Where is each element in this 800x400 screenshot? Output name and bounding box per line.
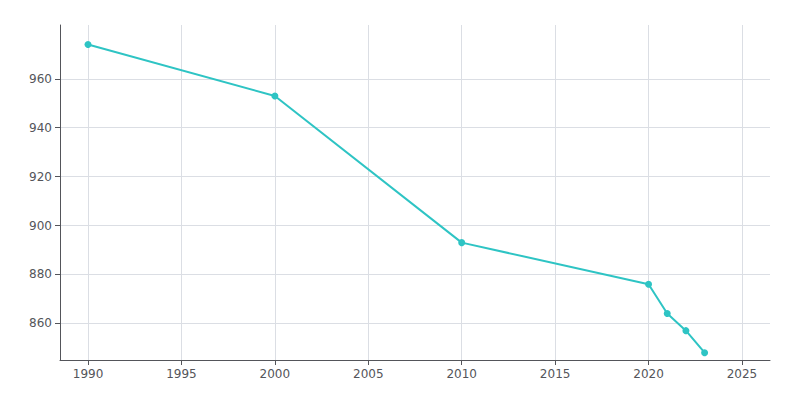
svg-text:860: 860 [29, 316, 52, 330]
svg-text:2025: 2025 [727, 367, 758, 381]
svg-text:960: 960 [29, 72, 52, 86]
svg-text:2020: 2020 [633, 367, 664, 381]
svg-text:940: 940 [29, 121, 52, 135]
svg-text:2000: 2000 [260, 367, 291, 381]
svg-text:920: 920 [29, 170, 52, 184]
svg-text:2015: 2015 [540, 367, 571, 381]
svg-text:1990: 1990 [73, 367, 104, 381]
svg-text:2010: 2010 [446, 367, 477, 381]
svg-text:2005: 2005 [353, 367, 384, 381]
svg-text:880: 880 [29, 267, 52, 281]
svg-text:900: 900 [29, 219, 52, 233]
svg-text:1995: 1995 [166, 367, 197, 381]
